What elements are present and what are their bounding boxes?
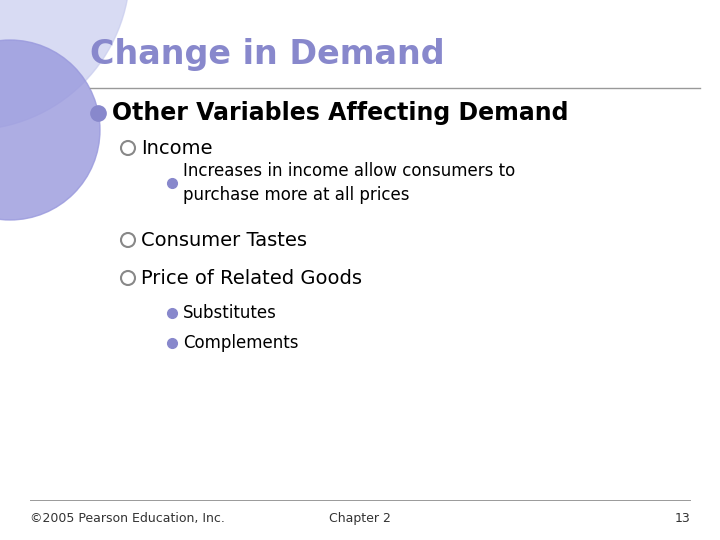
Circle shape (0, 0, 130, 130)
Text: ©2005 Pearson Education, Inc.: ©2005 Pearson Education, Inc. (30, 512, 225, 525)
Text: Income: Income (141, 138, 212, 158)
Text: Other Variables Affecting Demand: Other Variables Affecting Demand (112, 101, 569, 125)
Text: Increases in income allow consumers to
purchase more at all prices: Increases in income allow consumers to p… (183, 161, 516, 205)
Circle shape (0, 40, 100, 220)
Text: Complements: Complements (183, 334, 299, 352)
Text: Change in Demand: Change in Demand (90, 38, 445, 71)
Text: Consumer Tastes: Consumer Tastes (141, 231, 307, 249)
Text: Price of Related Goods: Price of Related Goods (141, 268, 362, 287)
Text: Substitutes: Substitutes (183, 304, 277, 322)
Text: Chapter 2: Chapter 2 (329, 512, 391, 525)
Text: 13: 13 (674, 512, 690, 525)
